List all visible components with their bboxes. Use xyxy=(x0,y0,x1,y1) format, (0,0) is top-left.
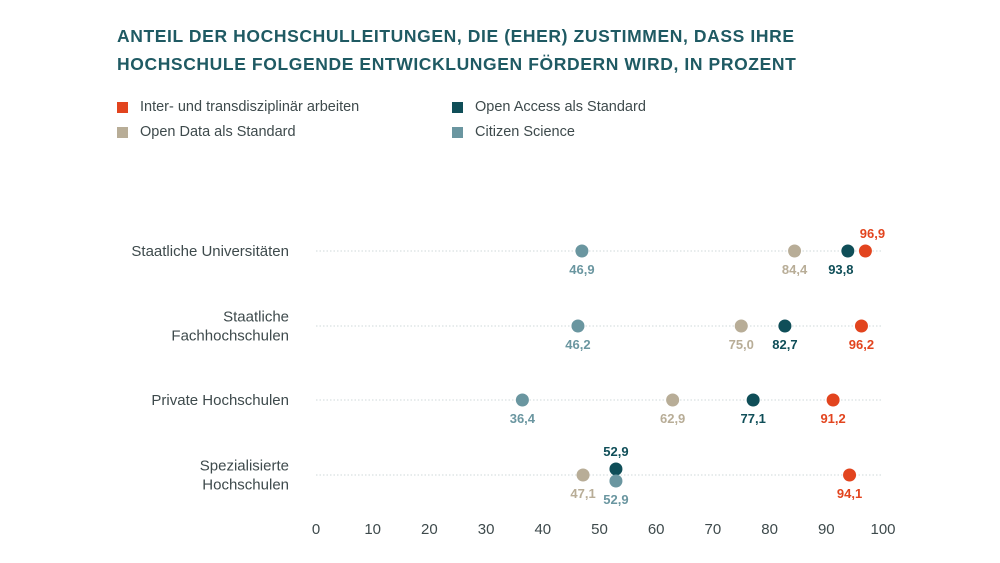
chart-title-line-2: HOCHSCHULE FOLGENDE ENTWICKLUNGEN FÖRDER… xyxy=(117,54,797,74)
x-tick-label: 30 xyxy=(478,521,495,538)
legend-item-inter: Inter- und transdisziplinär arbeiten xyxy=(117,99,359,115)
legend-label-inter: Inter- und transdisziplinär arbeiten xyxy=(140,99,360,115)
data-label: 96,2 xyxy=(849,337,874,352)
legend-label-open-data: Open Data als Standard xyxy=(140,124,296,140)
data-label: 36,4 xyxy=(510,411,536,426)
x-tick-label: 40 xyxy=(534,521,551,538)
category-label: Hochschulen xyxy=(202,477,289,494)
data-label: 93,8 xyxy=(828,262,853,277)
data-label: 47,1 xyxy=(570,486,595,501)
x-tick-label: 80 xyxy=(761,521,778,538)
category-label: Staatliche Universitäten xyxy=(131,243,289,260)
x-tick-label: 90 xyxy=(818,521,835,538)
x-tick-label: 100 xyxy=(870,521,895,538)
legend-swatch-inter xyxy=(117,101,128,113)
chart-title: ANTEIL DER HOCHSCHULLEITUNGEN, DIE (EHER… xyxy=(117,22,877,78)
data-point xyxy=(571,319,585,333)
x-tick-label: 20 xyxy=(421,521,438,538)
data-point xyxy=(778,319,792,333)
data-label: 96,9 xyxy=(860,226,885,241)
data-point xyxy=(746,393,760,407)
data-point xyxy=(609,462,623,476)
data-label: 77,1 xyxy=(741,411,766,426)
legend-swatch-open-data xyxy=(117,126,128,138)
x-tick-label: 0 xyxy=(312,521,320,538)
data-label: 46,2 xyxy=(565,337,590,352)
data-point xyxy=(576,468,590,482)
data-point xyxy=(826,393,840,407)
category-label: Fachhochschulen xyxy=(171,328,289,345)
data-point xyxy=(854,319,868,333)
legend-swatch-open-access xyxy=(452,101,463,113)
data-point xyxy=(575,244,589,258)
x-tick-label: 60 xyxy=(648,521,665,538)
data-point xyxy=(734,319,748,333)
data-label: 94,1 xyxy=(837,486,862,501)
data-label: 91,2 xyxy=(820,411,845,426)
legend-item-citizen-science: Citizen Science xyxy=(452,124,575,140)
chart-title-line-1: ANTEIL DER HOCHSCHULLEITUNGEN, DIE (EHER… xyxy=(117,26,795,46)
legend-swatch-citizen-science xyxy=(452,126,463,138)
data-label: 82,7 xyxy=(772,337,797,352)
data-point xyxy=(858,244,872,258)
data-point xyxy=(609,474,623,488)
category-label: Private Hochschulen xyxy=(151,392,289,409)
data-label: 52,9 xyxy=(603,444,628,459)
legend-label-citizen-science: Citizen Science xyxy=(475,124,575,140)
x-tick-label: 50 xyxy=(591,521,608,538)
data-label: 46,9 xyxy=(569,262,594,277)
x-tick-label: 10 xyxy=(364,521,381,538)
data-label: 62,9 xyxy=(660,411,685,426)
data-label: 84,4 xyxy=(782,262,808,277)
legend-label-open-access: Open Access als Standard xyxy=(475,99,646,115)
data-point xyxy=(515,393,529,407)
legend-item-open-data: Open Data als Standard xyxy=(117,124,296,140)
data-point xyxy=(841,244,855,258)
data-point xyxy=(788,244,802,258)
x-tick-label: 70 xyxy=(705,521,722,538)
category-label: Staatliche xyxy=(223,309,289,326)
category-label: Spezialisierte xyxy=(200,458,289,475)
data-label: 75,0 xyxy=(729,337,754,352)
data-point xyxy=(843,468,857,482)
data-point xyxy=(666,393,680,407)
data-label: 52,9 xyxy=(603,492,628,507)
legend-item-open-access: Open Access als Standard xyxy=(452,99,646,115)
